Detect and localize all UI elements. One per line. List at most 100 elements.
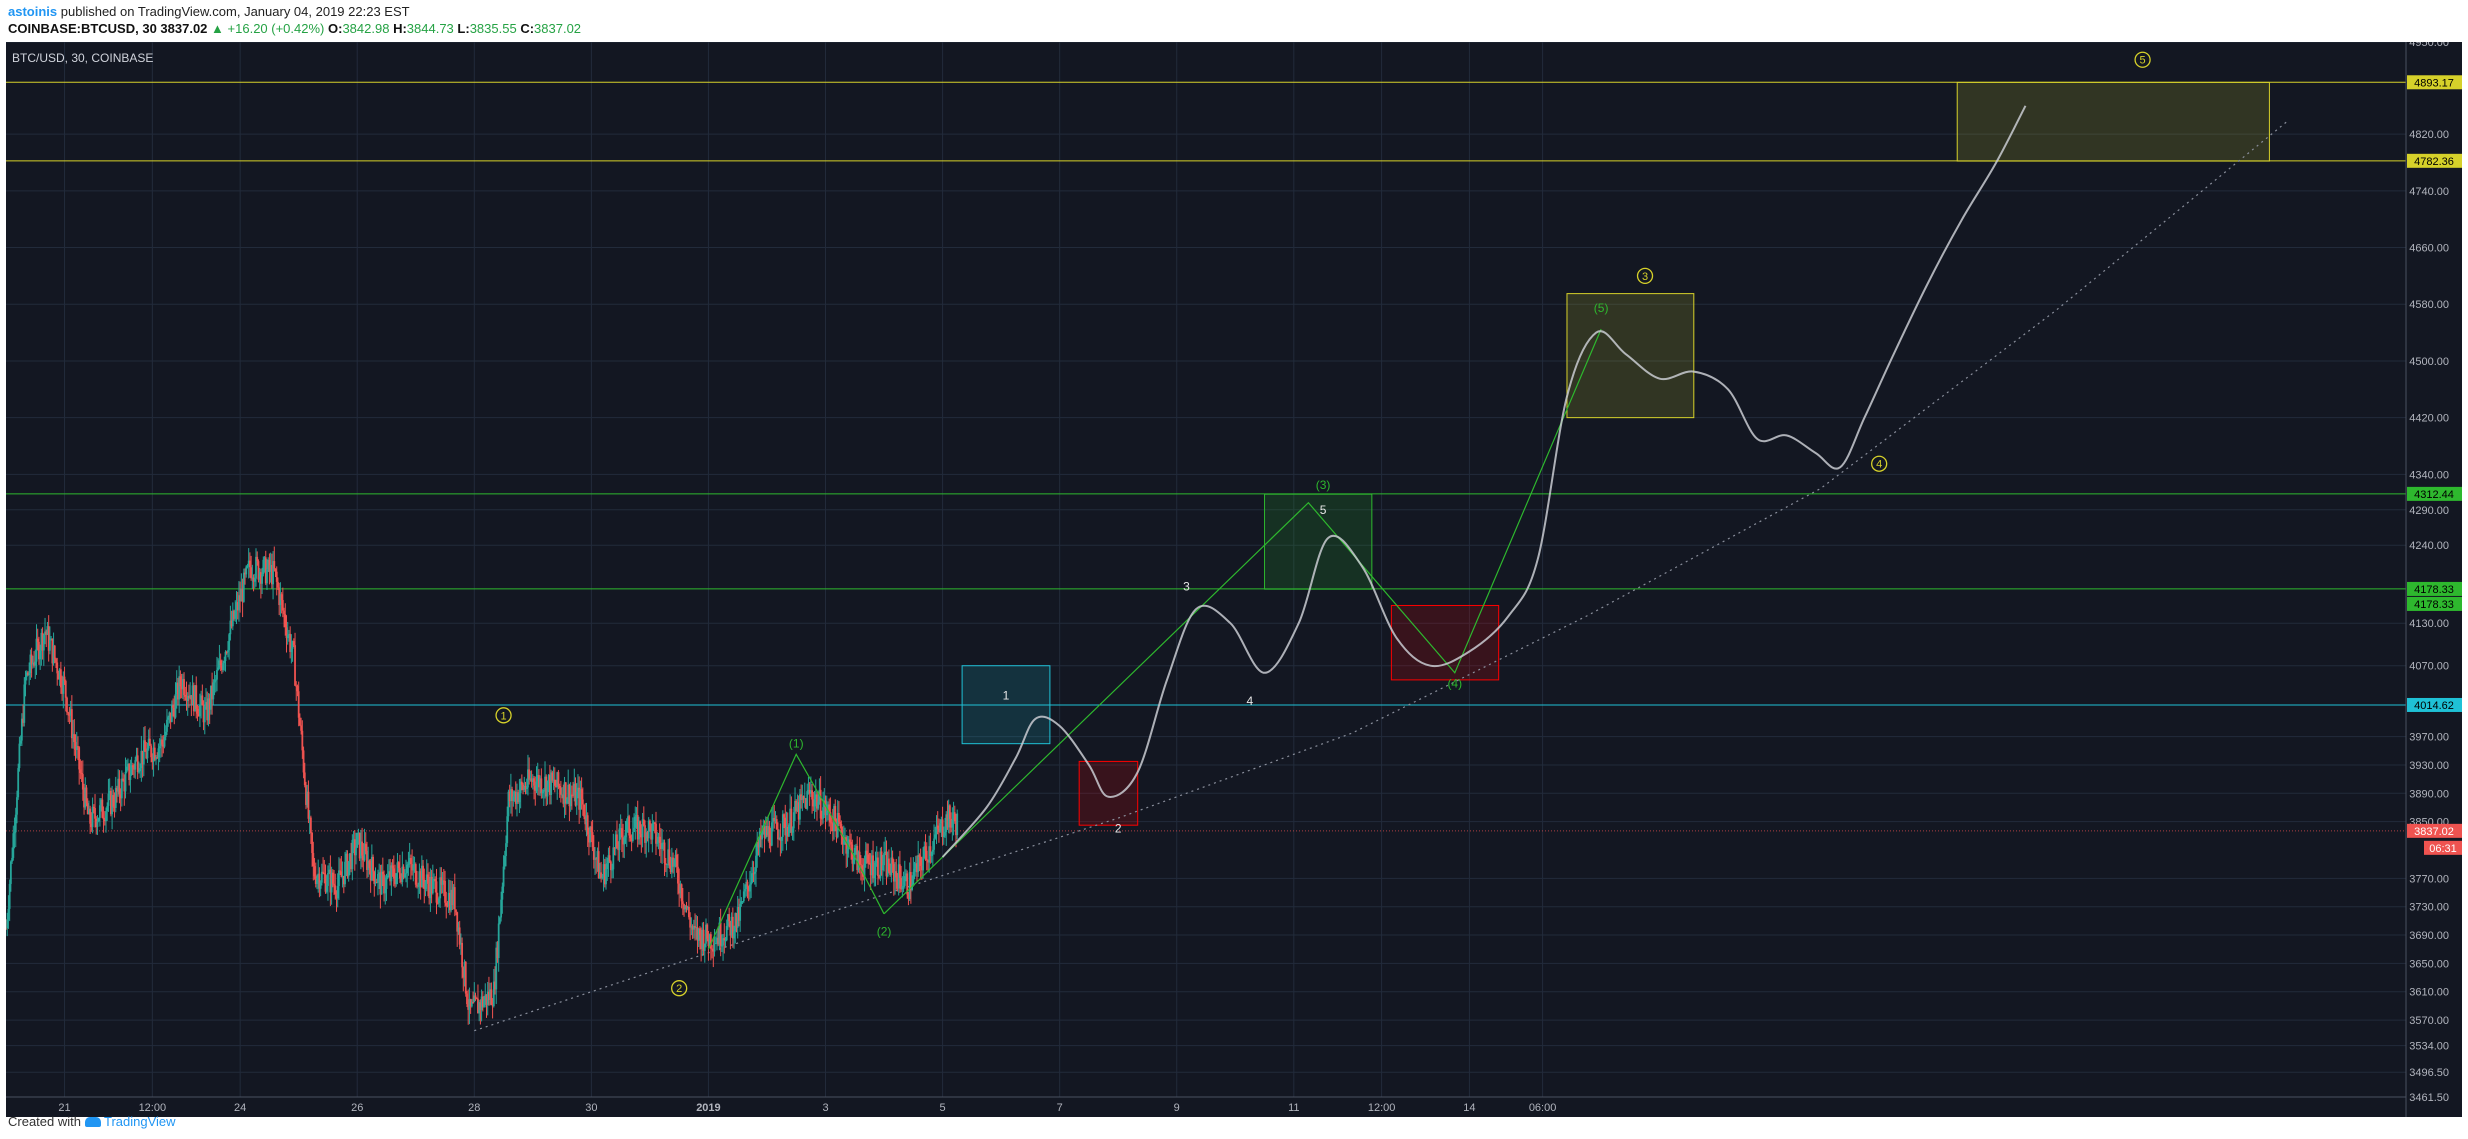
price-axis-background[interactable] xyxy=(2406,42,2462,1117)
candle-body xyxy=(251,577,254,579)
candle-body xyxy=(291,641,294,649)
candle-body xyxy=(72,734,74,739)
time-tick-label: 30 xyxy=(585,1102,597,1114)
candle-body xyxy=(768,826,771,843)
candle-body xyxy=(894,871,896,882)
candle-body xyxy=(56,662,59,674)
candle-body xyxy=(758,831,761,848)
candle-body xyxy=(319,882,322,889)
candle-body xyxy=(418,871,421,886)
candle-body xyxy=(519,781,522,794)
candle-body xyxy=(924,846,927,851)
chart-area[interactable]: 1 2 3 4 5 (1) (2) (3) (4) (5) 1 2 3 4 5 4950.00 4820.00… xyxy=(5,37,2462,1117)
level-tag-label: 4782.36 xyxy=(2414,156,2454,168)
candle-body xyxy=(67,712,70,714)
candle-body xyxy=(213,679,216,683)
candle-body xyxy=(108,790,111,794)
candle-body xyxy=(355,847,357,856)
candle-body xyxy=(261,574,263,584)
candle-body xyxy=(662,842,665,844)
low-label: L: xyxy=(457,21,470,36)
candle-body xyxy=(800,794,803,800)
trendline xyxy=(474,119,2290,1032)
candle-body xyxy=(125,766,128,772)
candle-body xyxy=(463,961,466,978)
candle-body xyxy=(856,845,859,871)
candle-body xyxy=(197,713,200,717)
candle-body xyxy=(579,789,582,810)
candle-body xyxy=(292,641,295,646)
candle-body xyxy=(834,806,837,822)
candle-body xyxy=(639,821,642,834)
candle-body xyxy=(79,769,82,773)
candle-body xyxy=(174,694,177,718)
candle-body xyxy=(353,839,356,856)
candle-body xyxy=(700,935,703,949)
candle-body xyxy=(868,862,871,865)
candle-body xyxy=(201,695,204,706)
candle-body xyxy=(185,696,188,702)
candle-body xyxy=(528,769,531,780)
candle-body xyxy=(478,1002,481,1014)
time-axis[interactable]: 21 12:00 24 26 28 30 2019 3 5 7 9 11 12:00 14 06:00 xyxy=(58,1102,1556,1114)
candle-body xyxy=(309,817,312,833)
candle-body xyxy=(694,926,696,928)
candle-body xyxy=(288,633,290,635)
candle-body xyxy=(268,559,271,572)
candle-body xyxy=(445,902,448,906)
candle-body xyxy=(925,850,928,861)
candle-body xyxy=(675,854,678,867)
time-tick-label: 06:00 xyxy=(1529,1102,1557,1114)
candle-body xyxy=(539,778,542,788)
price-tick-label: 3930.00 xyxy=(2409,760,2449,772)
candle-body xyxy=(609,861,612,871)
candle-body xyxy=(230,620,233,627)
wave-label: 5 xyxy=(1320,503,1327,517)
candle-body xyxy=(439,877,442,899)
candle-body xyxy=(796,802,799,812)
candle-body xyxy=(756,842,759,856)
candle-body xyxy=(907,894,910,900)
candle-body xyxy=(77,746,79,748)
candle-body xyxy=(602,864,605,878)
candle-body xyxy=(272,561,274,585)
last-price: 3837.02 xyxy=(160,21,208,36)
candle-body xyxy=(664,863,667,865)
candle-body xyxy=(303,772,306,786)
candle-body xyxy=(934,834,937,839)
candle-body xyxy=(797,802,800,820)
candle-body xyxy=(434,878,437,882)
candle-body xyxy=(323,872,326,874)
chart-svg[interactable]: 1 2 3 4 5 (1) (2) (3) (4) (5) 1 2 3 4 5 4950.00 4820.00… xyxy=(5,37,2462,1117)
candle-body xyxy=(103,819,106,822)
candle-body xyxy=(902,885,905,887)
price-axis[interactable]: 4950.00 4820.00 4740.00 4660.00 4580.00 4500.… xyxy=(2409,37,2449,1104)
price-tick-label: 4660.00 xyxy=(2409,243,2449,255)
candle-body xyxy=(195,685,198,709)
candle-body xyxy=(427,874,429,884)
candle-body xyxy=(534,785,537,791)
candle-body xyxy=(912,871,915,885)
candle-body xyxy=(388,871,390,876)
close-value: 3837.02 xyxy=(534,21,582,36)
tradingview-link[interactable]: TradingView xyxy=(103,1114,176,1129)
candle-body xyxy=(742,891,745,902)
candle-body xyxy=(880,851,883,871)
candle-body xyxy=(177,682,179,700)
candle-body xyxy=(240,588,243,602)
candle-body xyxy=(257,561,260,580)
candle-body xyxy=(142,740,145,765)
candle-body xyxy=(59,669,62,688)
candle-body xyxy=(134,760,137,770)
candle-body xyxy=(167,717,170,720)
candle-body xyxy=(950,818,953,828)
author-link[interactable]: astoinis xyxy=(8,4,58,19)
candle-body xyxy=(112,795,115,807)
candle-body xyxy=(536,774,539,782)
candle-body xyxy=(61,687,63,694)
candle-body xyxy=(497,923,500,959)
candle-body xyxy=(808,789,811,794)
candle-body xyxy=(725,925,728,941)
zone-box xyxy=(1078,760,1139,826)
candle-body xyxy=(38,641,40,660)
